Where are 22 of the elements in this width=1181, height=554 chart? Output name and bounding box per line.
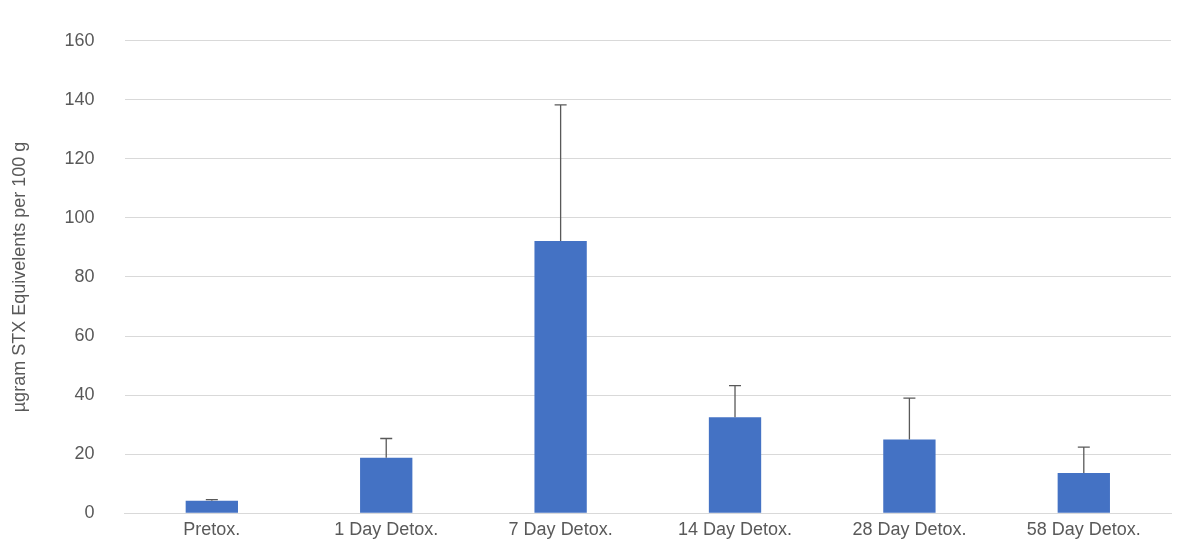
y-tick-label: 160 [64,29,95,50]
x-tick-label: 7 Day Detox. [508,518,613,539]
x-tick-label: 28 Day Detox. [852,518,967,539]
bar [883,439,936,513]
bar [360,457,413,513]
bar [185,500,238,513]
y-tick-label: 60 [74,325,95,346]
y-tick-label: 120 [64,147,95,168]
bar [534,240,587,513]
y-tick-label: 100 [64,206,95,227]
y-tick-label: 80 [74,265,95,286]
x-tick-label: 14 Day Detox. [677,518,793,539]
bar [1057,473,1110,513]
x-tick-label: 58 Day Detox. [1026,518,1141,539]
y-tick-label: 140 [64,88,95,109]
x-tick-label: Pretox. [183,518,241,539]
y-tick-label: 40 [74,384,95,405]
y-axis-title: µgram STX Equivelents per 100 g [8,141,29,413]
x-tick-label: 1 Day Detox. [334,518,439,539]
y-tick-label: 0 [84,502,95,523]
bar [708,417,762,513]
y-tick-label: 20 [74,443,95,464]
